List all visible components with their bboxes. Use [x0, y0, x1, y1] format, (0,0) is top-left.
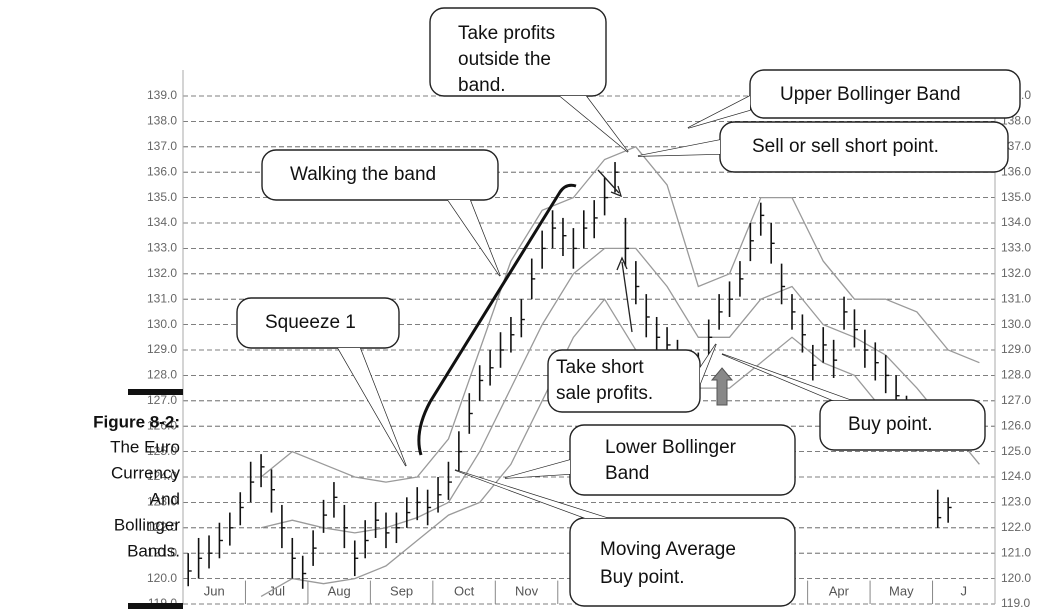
y-tick-label: 123.0: [147, 495, 177, 509]
y-tick-label: 130.0: [147, 317, 177, 331]
callout-text: Upper Bollinger Band: [780, 84, 961, 105]
callout-text: Walking the band: [290, 164, 436, 185]
y-tick-label: 138.0: [147, 114, 177, 128]
y2-tick-label: 133.0: [1001, 241, 1031, 255]
callout-text: Moving Average: [600, 539, 736, 560]
y-tick-label: 135.0: [147, 190, 177, 204]
bollinger-band: [260, 146, 980, 483]
y-tick-label: 136.0: [147, 164, 177, 178]
callout-text: sale profits.: [556, 383, 653, 404]
callout-text: Take profits: [458, 23, 555, 44]
figure-caption: And: [150, 489, 180, 508]
arrow: [597, 169, 620, 194]
callout-join: [638, 140, 720, 156]
callout-box: [819, 399, 986, 451]
callout-text: Squeeze 1: [265, 312, 356, 333]
x-tick-label: Nov: [515, 584, 539, 599]
callout-box: [749, 69, 1021, 119]
callout-join: [700, 344, 716, 384]
callout-box: [236, 297, 400, 349]
figure-caption: Bands.: [127, 541, 180, 560]
callout-text: Band: [605, 463, 649, 484]
arrow: [621, 261, 633, 333]
y2-tick-label: 130.0: [1001, 317, 1031, 331]
y-tick-label: 128.0: [147, 368, 177, 382]
y2-tick-label: 121.0: [1001, 545, 1031, 559]
y2-tick-label: 129.0: [1001, 342, 1031, 356]
figure-label: Figure 8-2:: [93, 412, 180, 431]
callout-text: Buy point.: [848, 414, 933, 435]
x-tick-label: Aug: [328, 584, 351, 599]
y2-tick-label: 125.0: [1001, 444, 1031, 458]
y-tick-label: 129.0: [147, 342, 177, 356]
y2-tick-label: 135.0: [1001, 190, 1031, 204]
bollinger-band: [260, 298, 918, 597]
x-tick-label: Jun: [204, 584, 225, 599]
y-tick-label: 126.0: [147, 418, 177, 432]
callout-box: [261, 149, 499, 201]
y2-tick-label: 119.0: [1001, 596, 1030, 610]
callout-text: Lower Bollinger: [605, 437, 737, 458]
y-tick-label: 131.0: [147, 291, 177, 305]
callout-box: [569, 424, 796, 496]
y-tick-label: 125.0: [147, 444, 177, 458]
callout-box: [429, 7, 607, 97]
callout-join: [688, 96, 750, 128]
y-tick-label: 137.0: [147, 139, 177, 153]
x-tick-label: J: [961, 584, 968, 599]
y-tick-label: 134.0: [147, 215, 177, 229]
y-tick-label: 139.0: [147, 88, 177, 102]
x-tick-label: Oct: [454, 584, 475, 599]
figure-caption: Bollinger: [114, 515, 180, 534]
figure-caption: Currency: [111, 463, 180, 482]
callout-join: [455, 470, 607, 518]
y2-tick-label: 132.0: [1001, 266, 1031, 280]
walking-bracket: [417, 183, 577, 456]
y2-tick-label: 123.0: [1001, 495, 1031, 509]
callout-text: Take short: [556, 357, 644, 378]
y-tick-label: 122.0: [147, 520, 177, 534]
y-tick-label: 127.0: [147, 393, 177, 407]
y2-tick-label: 127.0: [1001, 393, 1031, 407]
x-tick-label: Apr: [829, 584, 850, 599]
pointer-arrows: [597, 169, 633, 333]
y2-tick-label: 122.0: [1001, 520, 1031, 534]
y2-tick-label: 128.0: [1001, 368, 1031, 382]
callout-text: band.: [458, 75, 506, 96]
y2-tick-label: 124.0: [1001, 469, 1031, 483]
grid-layer: 119.0119.0120.0120.0121.0121.0122.0122.0…: [147, 88, 1031, 610]
caption-rule: [128, 603, 183, 609]
callout-text: Buy point.: [600, 567, 685, 588]
callout-box: [569, 517, 796, 607]
x-tick-label: Jul: [268, 584, 285, 599]
y-tick-label: 133.0: [147, 241, 177, 255]
callout-join: [505, 460, 570, 478]
y-tick-label: 120.0: [147, 571, 177, 585]
x-tick-label: Sep: [390, 584, 413, 599]
callout-join: [338, 348, 406, 466]
y2-tick-label: 136.0: [1001, 164, 1031, 178]
figure-caption: The Euro: [110, 437, 180, 456]
buy-arrow: [710, 367, 734, 406]
callout-text: outside the: [458, 49, 551, 70]
callout-layer: Take profits outside the band. Upper Bollin…: [236, 7, 1021, 607]
y-tick-label: 124.0: [147, 469, 177, 483]
y2-tick-label: 131.0: [1001, 291, 1031, 305]
callout-join: [722, 354, 850, 400]
x-tick-label: May: [889, 584, 914, 599]
callout-join: [448, 200, 500, 276]
caption-rule: [128, 389, 183, 395]
arrow-head: [616, 256, 628, 271]
callout-text: Sell or sell short point.: [752, 136, 939, 157]
y2-tick-label: 134.0: [1001, 215, 1031, 229]
y2-tick-label: 126.0: [1001, 418, 1031, 432]
y2-tick-label: 120.0: [1001, 571, 1031, 585]
callout-join: [560, 96, 628, 152]
y-tick-label: 121.0: [147, 545, 177, 559]
bollinger-band: [260, 247, 980, 534]
y-tick-label: 132.0: [147, 266, 177, 280]
arrow-head: [610, 185, 623, 198]
